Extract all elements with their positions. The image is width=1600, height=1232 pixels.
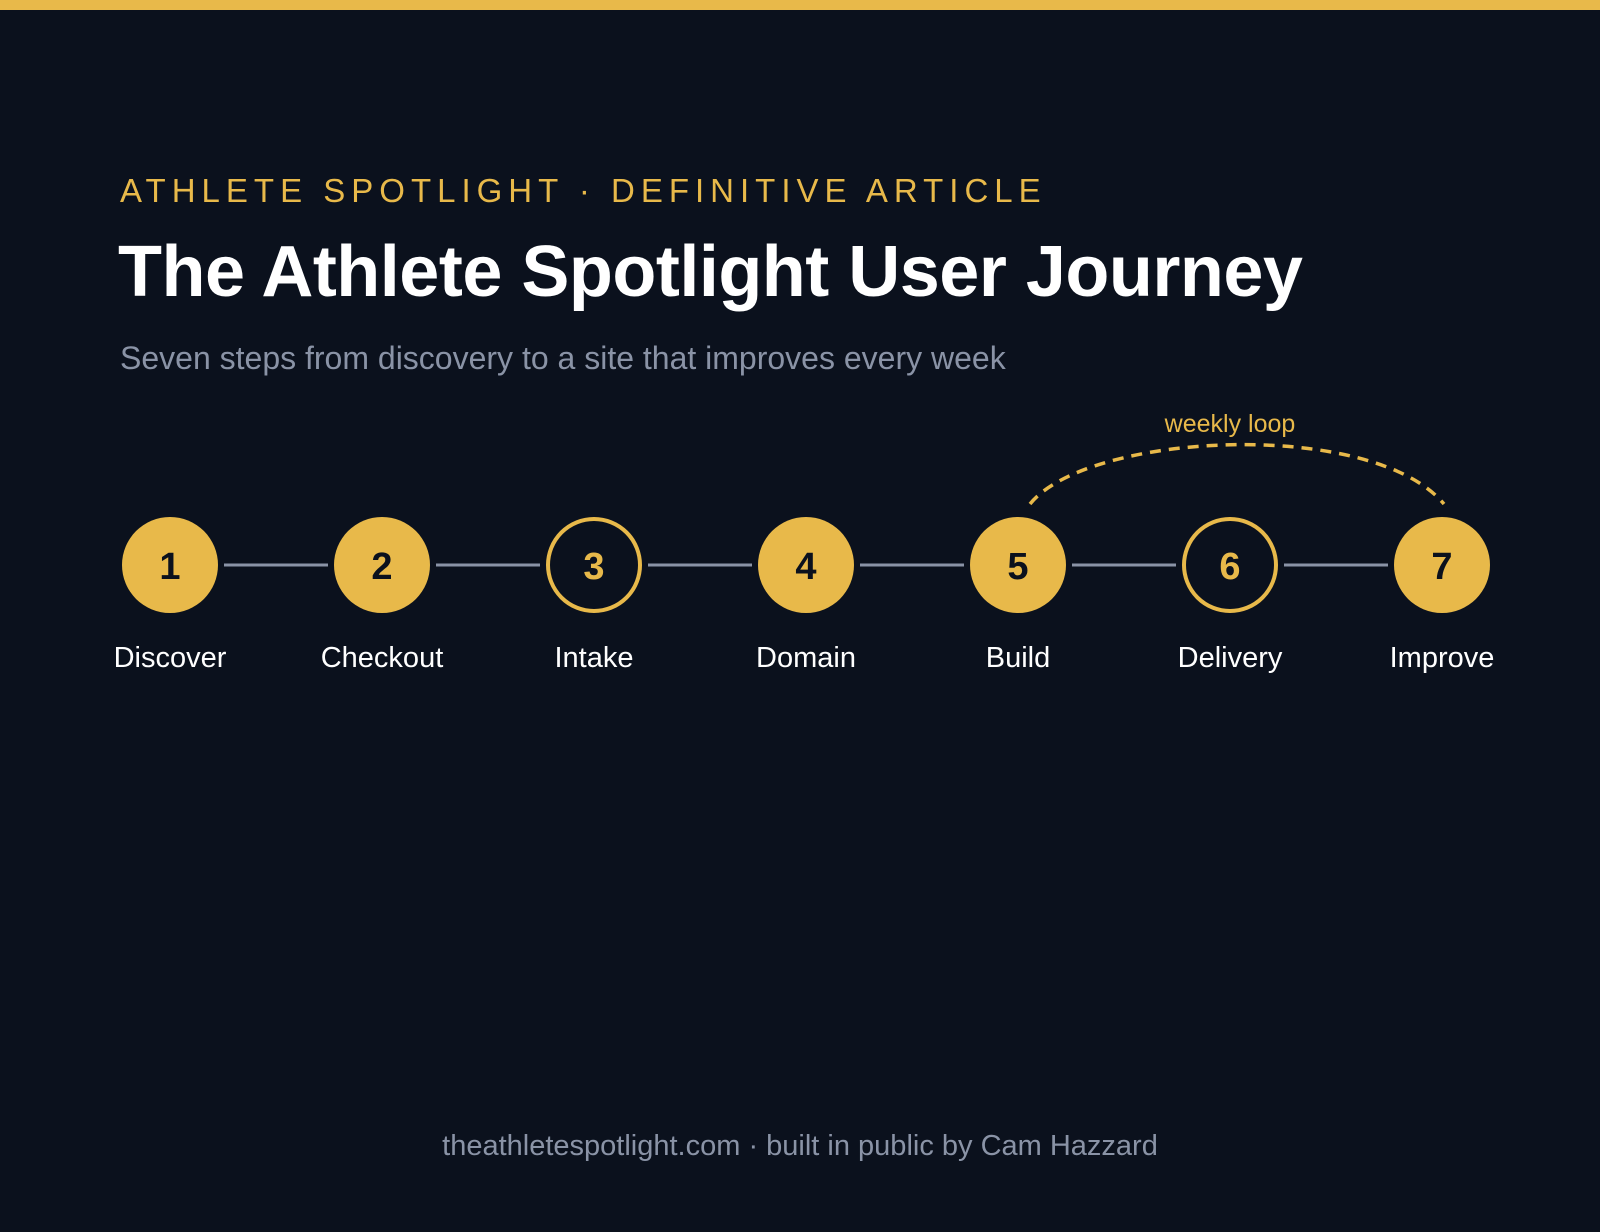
step-label: Discover bbox=[114, 642, 227, 674]
step-circle bbox=[758, 517, 854, 613]
step-number: 1 bbox=[159, 546, 180, 588]
step-circle bbox=[1182, 517, 1278, 613]
step-number: 7 bbox=[1431, 546, 1452, 588]
step-number: 4 bbox=[795, 546, 816, 588]
step-number: 5 bbox=[1007, 546, 1028, 588]
weekly-loop-arc bbox=[1028, 442, 1446, 506]
step-2: 2 Checkout bbox=[321, 517, 444, 674]
weekly-loop-label: weekly loop bbox=[1164, 410, 1296, 438]
step-6: 6 Delivery bbox=[1178, 517, 1283, 674]
step-circle bbox=[334, 517, 430, 613]
step-7: 7 Improve bbox=[1390, 517, 1495, 674]
page-subtitle: Seven steps from discovery to a site tha… bbox=[120, 340, 1006, 376]
top-accent-bar bbox=[0, 0, 1600, 10]
footer-credit: theathletespotlight.com · built in publi… bbox=[442, 1130, 1158, 1162]
step-label: Domain bbox=[756, 642, 856, 674]
step-5: 5 Build bbox=[970, 517, 1066, 674]
step-number: 6 bbox=[1219, 546, 1240, 588]
eyebrow-label: ATHLETE SPOTLIGHT · DEFINITIVE ARTICLE bbox=[120, 172, 1047, 209]
step-label: Checkout bbox=[321, 642, 444, 674]
page-title: The Athlete Spotlight User Journey bbox=[118, 232, 1303, 312]
step-3: 3 Intake bbox=[546, 517, 642, 674]
step-label: Build bbox=[986, 642, 1051, 674]
step-1: 1 Discover bbox=[114, 517, 227, 674]
step-circle bbox=[546, 517, 642, 613]
step-4: 4 Domain bbox=[756, 517, 856, 674]
journey-steps: 1 Discover 2 Checkout 3 Intake 4 Domain 5 Build 6 D… bbox=[114, 517, 1495, 674]
step-label: Delivery bbox=[1178, 642, 1283, 674]
step-circle bbox=[122, 517, 218, 613]
step-label: Improve bbox=[1390, 642, 1495, 674]
step-circle bbox=[1394, 517, 1490, 613]
step-number: 3 bbox=[583, 546, 604, 588]
step-label: Intake bbox=[555, 642, 634, 674]
step-circle bbox=[970, 517, 1066, 613]
step-number: 2 bbox=[371, 546, 392, 588]
